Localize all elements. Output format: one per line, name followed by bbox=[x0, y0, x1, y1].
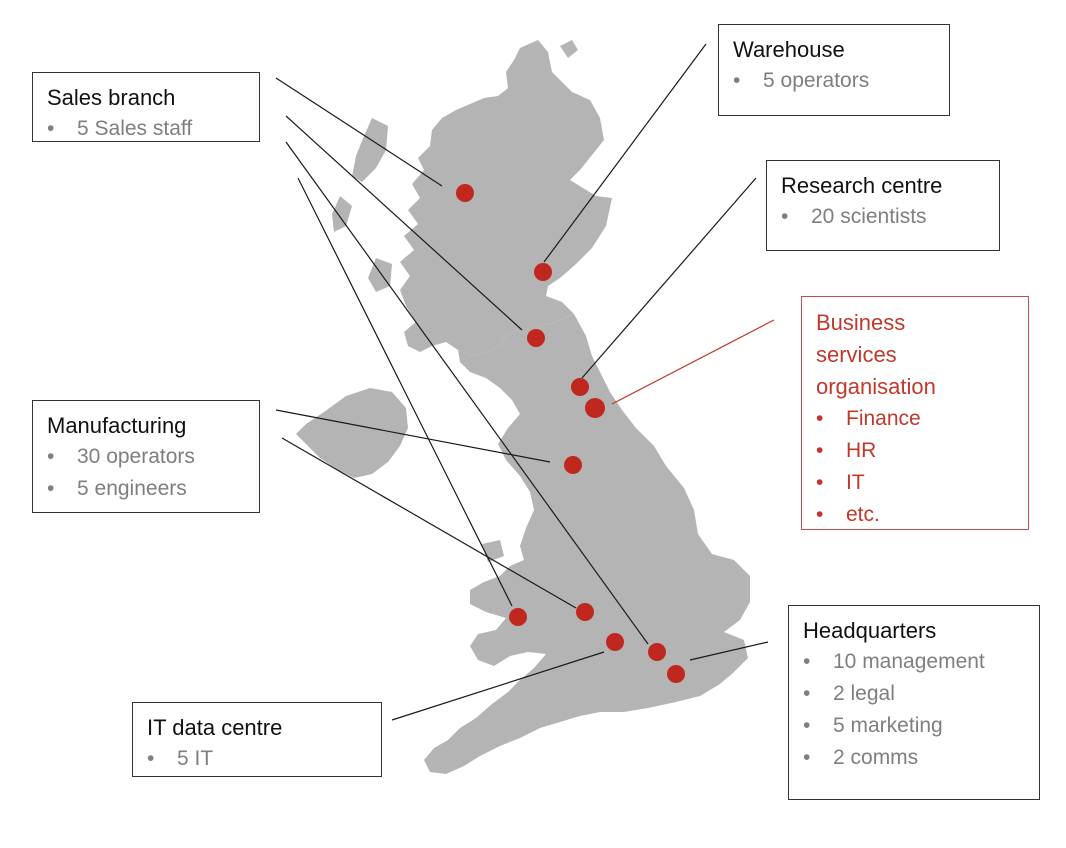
list-item: • 2 legal bbox=[803, 682, 895, 705]
leader-line-sales-3 bbox=[285, 141, 649, 645]
leader-line-warehouse bbox=[543, 43, 707, 263]
map-hebrides bbox=[352, 118, 388, 182]
map-islay bbox=[368, 258, 392, 292]
list-item: • IT bbox=[816, 471, 865, 494]
leader-line-manufacturing-2 bbox=[281, 437, 577, 609]
marker-dot bbox=[606, 633, 624, 651]
warehouse-title: Warehouse bbox=[733, 37, 845, 62]
marker-dot bbox=[509, 608, 527, 626]
marker-dot bbox=[456, 184, 474, 202]
business-services-title: Business services organisation bbox=[816, 310, 936, 399]
map-orkney bbox=[560, 40, 578, 58]
map-scotland bbox=[400, 40, 612, 356]
marker-dot bbox=[527, 329, 545, 347]
leader-line-manufacturing-1 bbox=[275, 409, 551, 463]
list-item: • Finance bbox=[816, 407, 921, 430]
sales-branch-title: Sales branch bbox=[47, 85, 176, 110]
leader-line-business-services bbox=[611, 319, 775, 405]
leader-lines bbox=[275, 43, 769, 721]
leader-line-it-data-centre bbox=[391, 651, 605, 721]
marker-dot bbox=[585, 398, 605, 418]
manufacturing-box: Manufacturing • 30 operators • 5 engineers bbox=[32, 400, 260, 513]
map-england-wales bbox=[424, 314, 750, 774]
map-hebrides-south bbox=[332, 196, 352, 232]
list-item: • 5 IT bbox=[147, 747, 214, 770]
leader-line-research bbox=[581, 177, 757, 379]
list-item: • 5 marketing bbox=[803, 714, 943, 737]
list-item: • 30 operators bbox=[47, 445, 195, 468]
marker-dot bbox=[534, 263, 552, 281]
it-data-centre-title: IT data centre bbox=[147, 715, 283, 740]
map-northern-ireland bbox=[296, 388, 408, 478]
marker-dot bbox=[667, 665, 685, 683]
marker-dot bbox=[648, 643, 666, 661]
leader-line-sales-2 bbox=[285, 115, 523, 331]
leader-line-sales-4 bbox=[297, 177, 513, 607]
location-markers bbox=[456, 184, 685, 683]
headquarters-box: Headquarters • 10 management • 2 legal • 5 … bbox=[788, 605, 1040, 800]
research-centre-box: Research centre • 20 scientists bbox=[766, 160, 1000, 251]
list-item: • 2 comms bbox=[803, 746, 919, 769]
leader-line-headquarters bbox=[689, 641, 769, 661]
warehouse-box: Warehouse • 5 operators bbox=[718, 24, 950, 116]
list-item: • 20 scientists bbox=[781, 205, 927, 228]
sales-branch-box: Sales branch • 5 Sales staff bbox=[32, 72, 260, 142]
leader-line-sales-1 bbox=[275, 77, 443, 187]
manufacturing-title: Manufacturing bbox=[47, 413, 187, 438]
marker-dot bbox=[564, 456, 582, 474]
list-item: • 10 management bbox=[803, 650, 985, 673]
list-item: • 5 operators bbox=[733, 69, 870, 92]
headquarters-title: Headquarters bbox=[803, 618, 937, 643]
it-data-centre-box: IT data centre • 5 IT bbox=[132, 702, 382, 777]
business-services-box: Business services organisation • Finance … bbox=[801, 296, 1029, 530]
list-item: • HR bbox=[816, 439, 877, 462]
list-item: • 5 Sales staff bbox=[47, 117, 193, 140]
list-item: • 5 engineers bbox=[47, 477, 187, 500]
marker-dot bbox=[571, 378, 589, 396]
research-centre-title: Research centre bbox=[781, 173, 943, 198]
map-anglesey bbox=[482, 540, 504, 562]
marker-dot bbox=[576, 603, 594, 621]
list-item: • etc. bbox=[816, 503, 880, 526]
